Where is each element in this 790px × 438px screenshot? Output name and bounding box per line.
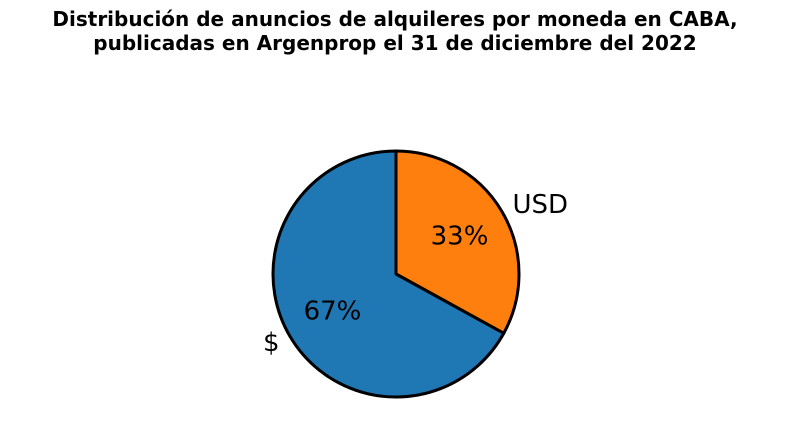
pie-pct-label: 33% [431,221,489,251]
pie-slice-usd [394,149,521,335]
chart-title-line-1: Distribución de anuncios de alquileres p… [52,7,738,31]
pie-category-label: $ [263,328,280,358]
pie-category-label: USD [512,190,568,220]
chart-title-line-2: publicadas en Argenprop el 31 de diciemb… [93,31,697,55]
pie-slice-ars [271,149,506,399]
chart-title: Distribución de anuncios de alquileres p… [0,7,790,55]
pie-pct-label: 67% [304,297,362,327]
